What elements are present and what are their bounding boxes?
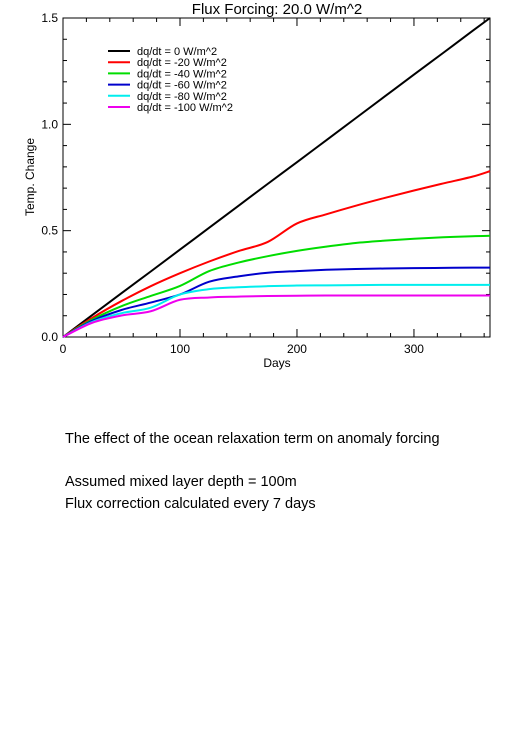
caption-mixed-layer-depth: Assumed mixed layer depth = 100m — [65, 474, 297, 490]
y-tick-label: 1.5 — [41, 11, 58, 25]
series-line-2 — [62, 234, 491, 338]
legend-label-2: dq/dt = -40 W/m^2 — [137, 68, 227, 80]
legend-label-3: dq/dt = -60 W/m^2 — [137, 80, 227, 92]
y-tick-label: 1.0 — [41, 117, 58, 131]
y-tick-label: 0.5 — [41, 224, 58, 238]
y-axis-label: Temp. Change — [23, 138, 37, 216]
legend-label-1: dq/dt = -20 W/m^2 — [137, 57, 227, 69]
series-lines — [62, 17, 491, 338]
series-line-4 — [62, 283, 490, 338]
chart-title: Flux Forcing: 20.0 W/m^2 — [192, 1, 362, 18]
series-line-3 — [62, 266, 491, 338]
chart-legend: dq/dt = 0 W/m^2dq/dt = -20 W/m^2dq/dt = … — [108, 46, 233, 114]
axis-ticks: 0 100 200 300 0.0 0.5 1.0 1.5 — [41, 11, 490, 356]
x-tick-label: 0 — [60, 342, 67, 356]
series-line-5 — [62, 294, 490, 338]
legend-label-4: dq/dt = -80 W/m^2 — [137, 91, 227, 103]
legend-label-5: dq/dt = -100 W/m^2 — [137, 102, 233, 114]
plot-frame — [62, 17, 491, 338]
x-tick-label: 100 — [170, 342, 190, 356]
x-tick-label: 300 — [404, 342, 424, 356]
caption-flux-correction: Flux correction calculated every 7 days — [65, 496, 316, 512]
y-tick-label: 0.0 — [41, 330, 58, 344]
caption-description: The effect of the ocean relaxation term … — [65, 431, 440, 447]
x-axis-label: Days — [263, 356, 290, 370]
legend-label-0: dq/dt = 0 W/m^2 — [137, 46, 217, 58]
flux-forcing-chart: Flux Forcing: 20.0 W/m^2 0 100 200 300 0.0 0.… — [23, 1, 491, 370]
x-tick-label: 200 — [287, 342, 307, 356]
series-line-1 — [62, 170, 491, 338]
series-line-0 — [62, 17, 491, 338]
